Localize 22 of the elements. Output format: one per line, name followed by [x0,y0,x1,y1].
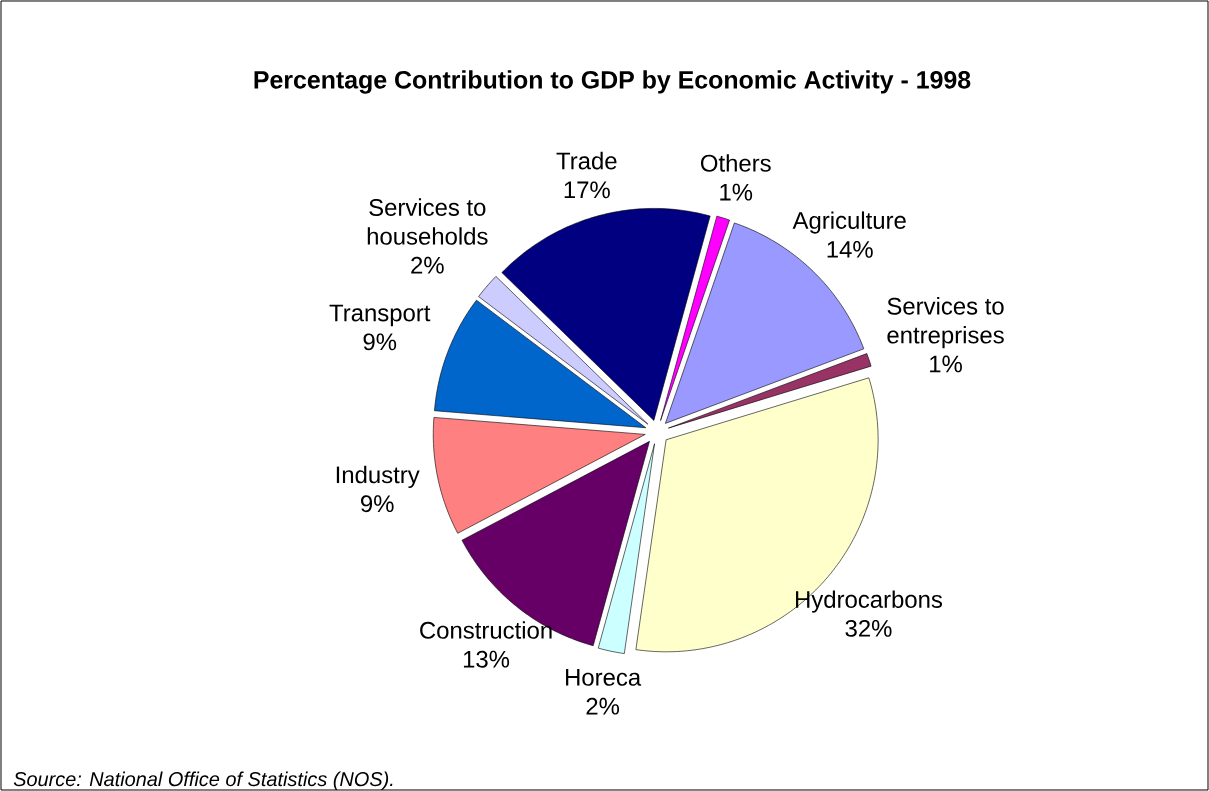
data-label: 32% [845,619,892,637]
slice-label: Industry [336,465,420,489]
slice-label: Trade [556,151,617,170]
data-label: 1% [930,355,962,373]
data-label: 17% [564,181,610,199]
chart-title: Percentage Contribution to GDP by Economic Activity - 1998 [254,70,971,94]
slice-label: Hydrocarbons [796,590,943,613]
data-label: 9% [361,495,394,513]
slice-label: Services to entreprises [887,297,1004,349]
data-label: 2% [411,256,444,274]
slice-label: Others [700,154,771,172]
source-note: Source: National Office of Statistics (NOS). [13,771,393,791]
data-label: 2% [586,697,620,715]
data-label: 13% [463,650,510,668]
slice-label: Construction [420,621,552,639]
data-label: 9% [363,333,397,351]
slice-label: Agriculture [792,211,906,234]
slice-label: Services to households [367,198,488,245]
data-label: 1% [720,183,753,201]
slice-label: Horeca [566,669,642,686]
data-label: 14% [827,241,873,258]
slice-label: Transport [329,304,431,327]
